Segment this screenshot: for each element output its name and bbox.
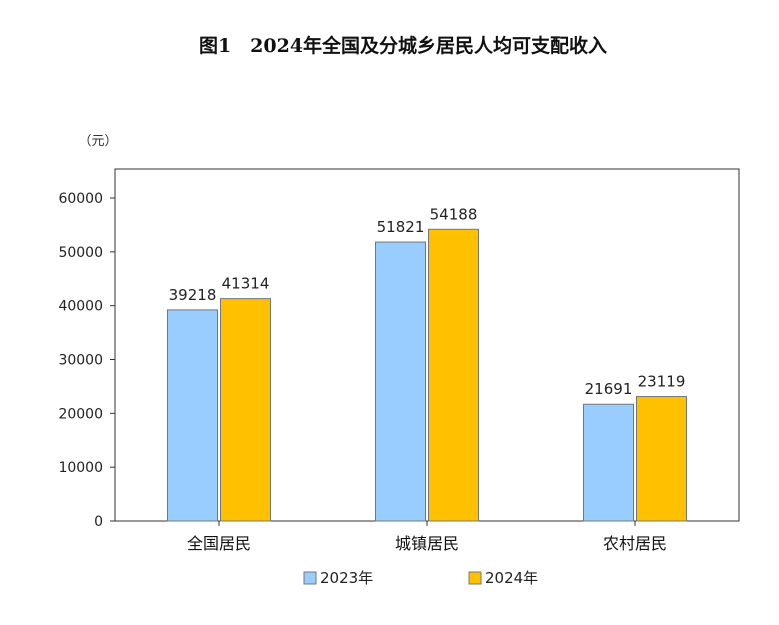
legend: 2023年 2024年 (303, 569, 538, 587)
bar (167, 309, 218, 522)
bar (375, 241, 426, 522)
data-label: 41314 (222, 275, 270, 293)
y-tick-label: 20000 (58, 406, 103, 422)
y-tick-label: 10000 (58, 460, 103, 476)
y-tick-label: 30000 (58, 353, 103, 369)
bar (583, 403, 634, 522)
category-label: 农村居民 (603, 534, 667, 553)
bars (167, 228, 687, 522)
y-tick-label: 40000 (58, 299, 103, 315)
data-label: 23119 (638, 373, 686, 391)
y-tick-label: 60000 (58, 191, 103, 207)
y-axis-unit-label: （元） (78, 134, 117, 149)
category-label: 城镇居民 (395, 534, 459, 553)
y-tick-label: 0 (94, 514, 103, 530)
data-label: 54188 (430, 205, 478, 223)
bar (220, 298, 271, 522)
legend-swatch (303, 571, 317, 585)
legend-label: 2023年 (320, 569, 373, 587)
bar (428, 228, 479, 522)
legend-swatch (468, 571, 482, 585)
data-label: 21691 (585, 380, 633, 398)
data-labels: 39218 41314 51821 54188 21691 23119 (169, 205, 686, 398)
data-label: 39218 (169, 286, 217, 304)
chart-title: 图1 2024年全国及分城乡居民人均可支配收入 (199, 34, 607, 57)
y-axis: 0 10000 20000 30000 40000 50000 60000 (58, 191, 115, 530)
legend-label: 2024年 (485, 569, 538, 587)
category-labels: 全国居民 城镇居民 农村居民 (187, 521, 667, 553)
data-label: 51821 (377, 218, 425, 236)
category-label: 全国居民 (187, 534, 251, 553)
y-tick-label: 50000 (58, 245, 103, 261)
bar (636, 396, 687, 522)
